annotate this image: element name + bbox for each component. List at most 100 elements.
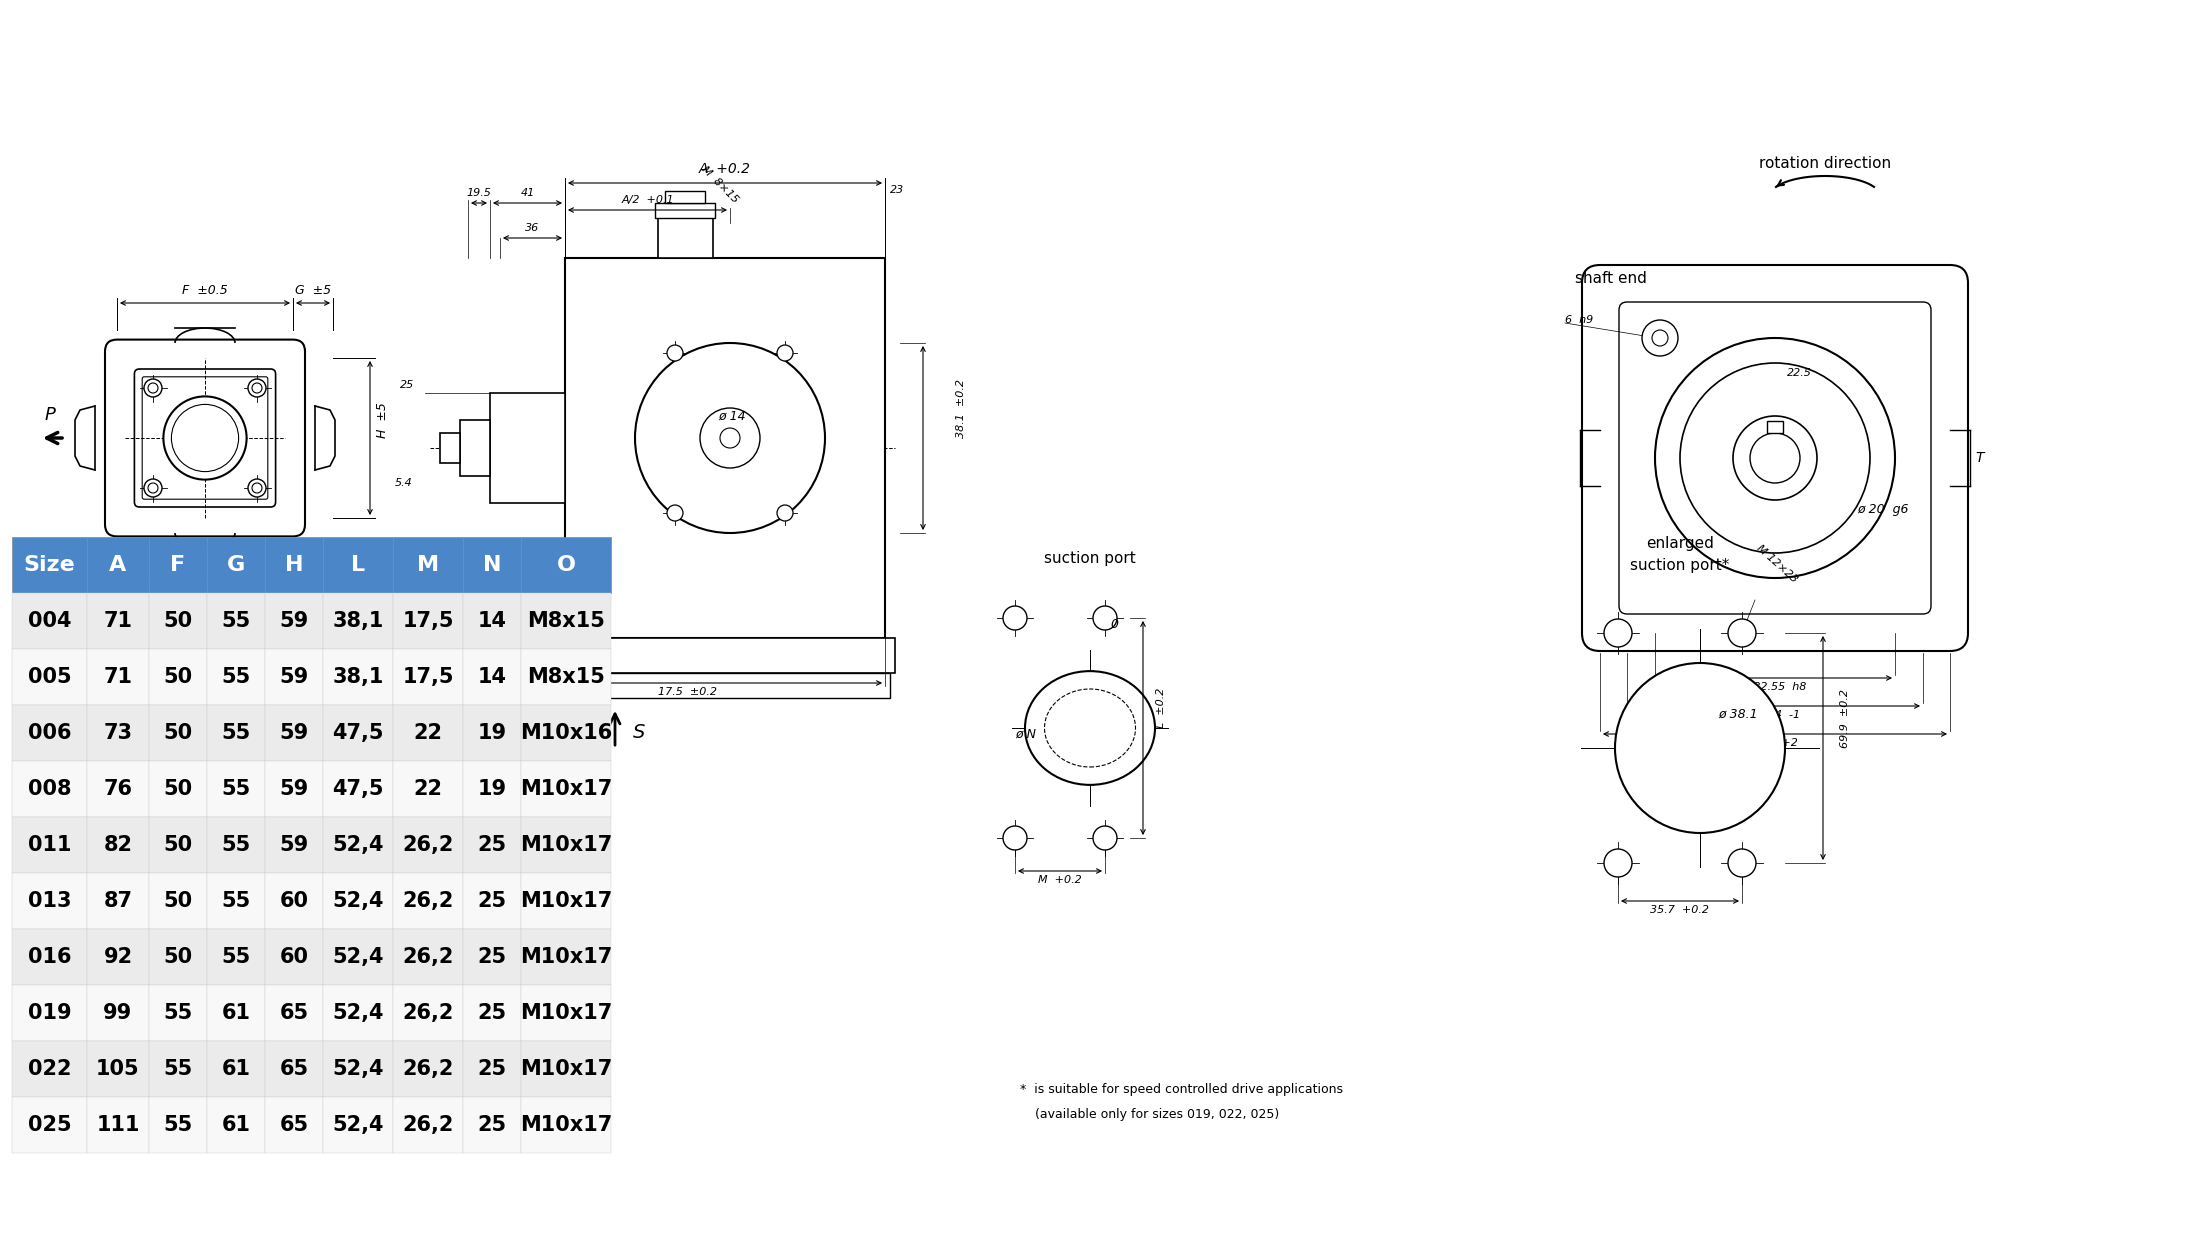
Circle shape (252, 483, 261, 493)
Text: 26,2: 26,2 (403, 835, 453, 855)
Bar (462, 593, 522, 649)
Circle shape (1679, 364, 1869, 554)
Bar (86, 537, 148, 593)
Bar (148, 816, 208, 873)
Text: 55: 55 (221, 779, 250, 799)
Text: ø 20  g6: ø 20 g6 (1858, 503, 1909, 516)
Bar (86, 1042, 148, 1097)
Bar (522, 1042, 611, 1097)
Bar (462, 704, 522, 761)
Bar (394, 928, 462, 985)
Circle shape (1728, 849, 1756, 877)
Bar (323, 873, 394, 928)
Text: 99: 99 (104, 1003, 133, 1023)
Bar (323, 593, 394, 649)
Circle shape (144, 479, 161, 497)
Text: 82: 82 (104, 835, 133, 855)
Bar (323, 537, 394, 593)
Bar (394, 873, 462, 928)
Text: F  ±0.5: F ±0.5 (181, 284, 228, 297)
Text: A: A (108, 555, 126, 575)
Text: suction port: suction port (1044, 551, 1137, 566)
Text: 55: 55 (164, 1003, 192, 1023)
Text: 71: 71 (104, 667, 133, 687)
Bar (208, 761, 265, 816)
Bar (462, 873, 522, 928)
Text: 76: 76 (104, 779, 133, 799)
Bar (522, 649, 611, 704)
Text: F  ±0.5: F ±0.5 (181, 579, 228, 593)
Text: 60: 60 (279, 891, 307, 911)
Bar (11, 593, 86, 649)
Text: 25: 25 (478, 1003, 507, 1023)
Text: 52,4: 52,4 (332, 947, 383, 967)
Bar (148, 985, 208, 1042)
Bar (86, 1097, 148, 1154)
Circle shape (1002, 606, 1026, 630)
Text: 50: 50 (164, 611, 192, 632)
Bar (394, 649, 462, 704)
Text: F: F (170, 555, 186, 575)
Text: M10x17: M10x17 (520, 1115, 613, 1135)
Text: 008: 008 (29, 779, 71, 799)
Text: 26,2: 26,2 (403, 1003, 453, 1023)
FancyBboxPatch shape (1582, 265, 1969, 650)
Bar (265, 704, 323, 761)
Circle shape (699, 408, 761, 468)
Text: 25: 25 (478, 891, 507, 911)
Bar (323, 649, 394, 704)
Text: 106.4  -1: 106.4 -1 (1750, 710, 1801, 720)
Text: 50: 50 (164, 723, 192, 743)
FancyBboxPatch shape (104, 340, 305, 536)
Text: 111: 111 (97, 1115, 139, 1135)
Bar (208, 1042, 265, 1097)
Text: 55: 55 (221, 891, 250, 911)
Bar (522, 537, 611, 593)
FancyBboxPatch shape (135, 369, 276, 507)
Text: 013: 013 (29, 891, 71, 911)
Text: (available only for sizes 019, 022, 025): (available only for sizes 019, 022, 025) (1035, 1108, 1279, 1121)
Bar (394, 537, 462, 593)
Bar (148, 873, 208, 928)
Circle shape (1732, 416, 1816, 499)
Text: 5.4: 5.4 (396, 478, 414, 488)
Text: 55: 55 (221, 611, 250, 632)
Circle shape (1002, 827, 1026, 850)
Text: 011: 011 (29, 835, 71, 855)
Bar (208, 928, 265, 985)
Text: 006: 006 (29, 723, 71, 743)
Text: 0: 0 (1110, 618, 1117, 632)
Bar (208, 816, 265, 873)
Bar (323, 761, 394, 816)
Bar (491, 392, 564, 503)
Text: 52,4: 52,4 (332, 1059, 383, 1079)
Bar (265, 537, 323, 593)
Text: 38.1  ±0.2: 38.1 ±0.2 (956, 379, 967, 438)
Text: 022: 022 (29, 1059, 71, 1079)
Circle shape (144, 379, 161, 398)
Circle shape (1641, 320, 1679, 356)
Text: M10x17: M10x17 (520, 835, 613, 855)
Text: 26,2: 26,2 (403, 891, 453, 911)
Text: M8x15: M8x15 (526, 611, 604, 632)
Text: 25: 25 (400, 380, 414, 390)
Text: 59: 59 (279, 779, 310, 799)
Bar (208, 593, 265, 649)
Text: 65: 65 (279, 1003, 307, 1023)
Text: 25: 25 (478, 947, 507, 967)
Bar (148, 1042, 208, 1097)
Bar (11, 985, 86, 1042)
Text: 47,5: 47,5 (332, 779, 383, 799)
Circle shape (635, 343, 825, 533)
Text: 55: 55 (221, 667, 250, 687)
Text: 50: 50 (164, 891, 192, 911)
Circle shape (1093, 606, 1117, 630)
Text: 59: 59 (279, 835, 310, 855)
Bar (11, 816, 86, 873)
Text: enlarged: enlarged (1646, 536, 1714, 551)
Text: ø N: ø N (1015, 728, 1035, 741)
Bar (265, 649, 323, 704)
Text: M  +0.2: M +0.2 (1037, 876, 1082, 884)
Text: 016: 016 (29, 947, 71, 967)
Bar (265, 873, 323, 928)
